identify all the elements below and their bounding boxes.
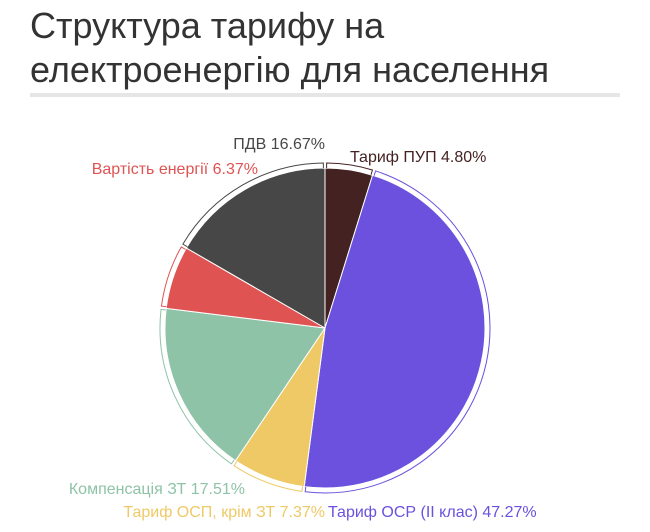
pie-slices — [164, 167, 486, 489]
bracket-kompensatsiia-zt — [159, 308, 235, 465]
title-line-1: Структура тарифу на — [30, 5, 385, 46]
bracket-tarif-osp — [233, 461, 304, 492]
slice-tarif-osr[interactable] — [303, 174, 486, 489]
slice-labels: Тариф ПУП 4.80% Тариф ОСР (ІІ клас) 47.27… — [69, 136, 537, 521]
label-tarif-osp: Тариф ОСП, крім ЗТ 7.37% — [123, 504, 325, 521]
bracket-tarif-osr — [304, 170, 491, 494]
label-vartist-enerhii: Вартість енергії 6.37% — [92, 161, 258, 178]
label-pdv: ПДВ 16.67% — [233, 136, 325, 153]
bracket-tarif-pup — [326, 162, 374, 175]
slice-brackets — [159, 162, 491, 494]
slice-pdv[interactable] — [185, 167, 326, 329]
label-tarif-osr: Тариф ОСР (ІІ клас) 47.27% — [328, 504, 537, 521]
label-tarif-pup: Тариф ПУП 4.80% — [350, 149, 486, 166]
label-kompensatsiia-zt: Компенсація ЗТ 17.51% — [69, 481, 245, 498]
bracket-pdv — [182, 162, 324, 248]
bracket-vartist-enerhii — [160, 246, 186, 308]
title-divider — [30, 93, 620, 97]
title-line-2: електроенергію для населення — [30, 49, 550, 90]
slice-kompensatsiia-zt[interactable] — [164, 307, 326, 462]
chart-title: Структура тарифу на електроенергію для н… — [30, 4, 630, 92]
